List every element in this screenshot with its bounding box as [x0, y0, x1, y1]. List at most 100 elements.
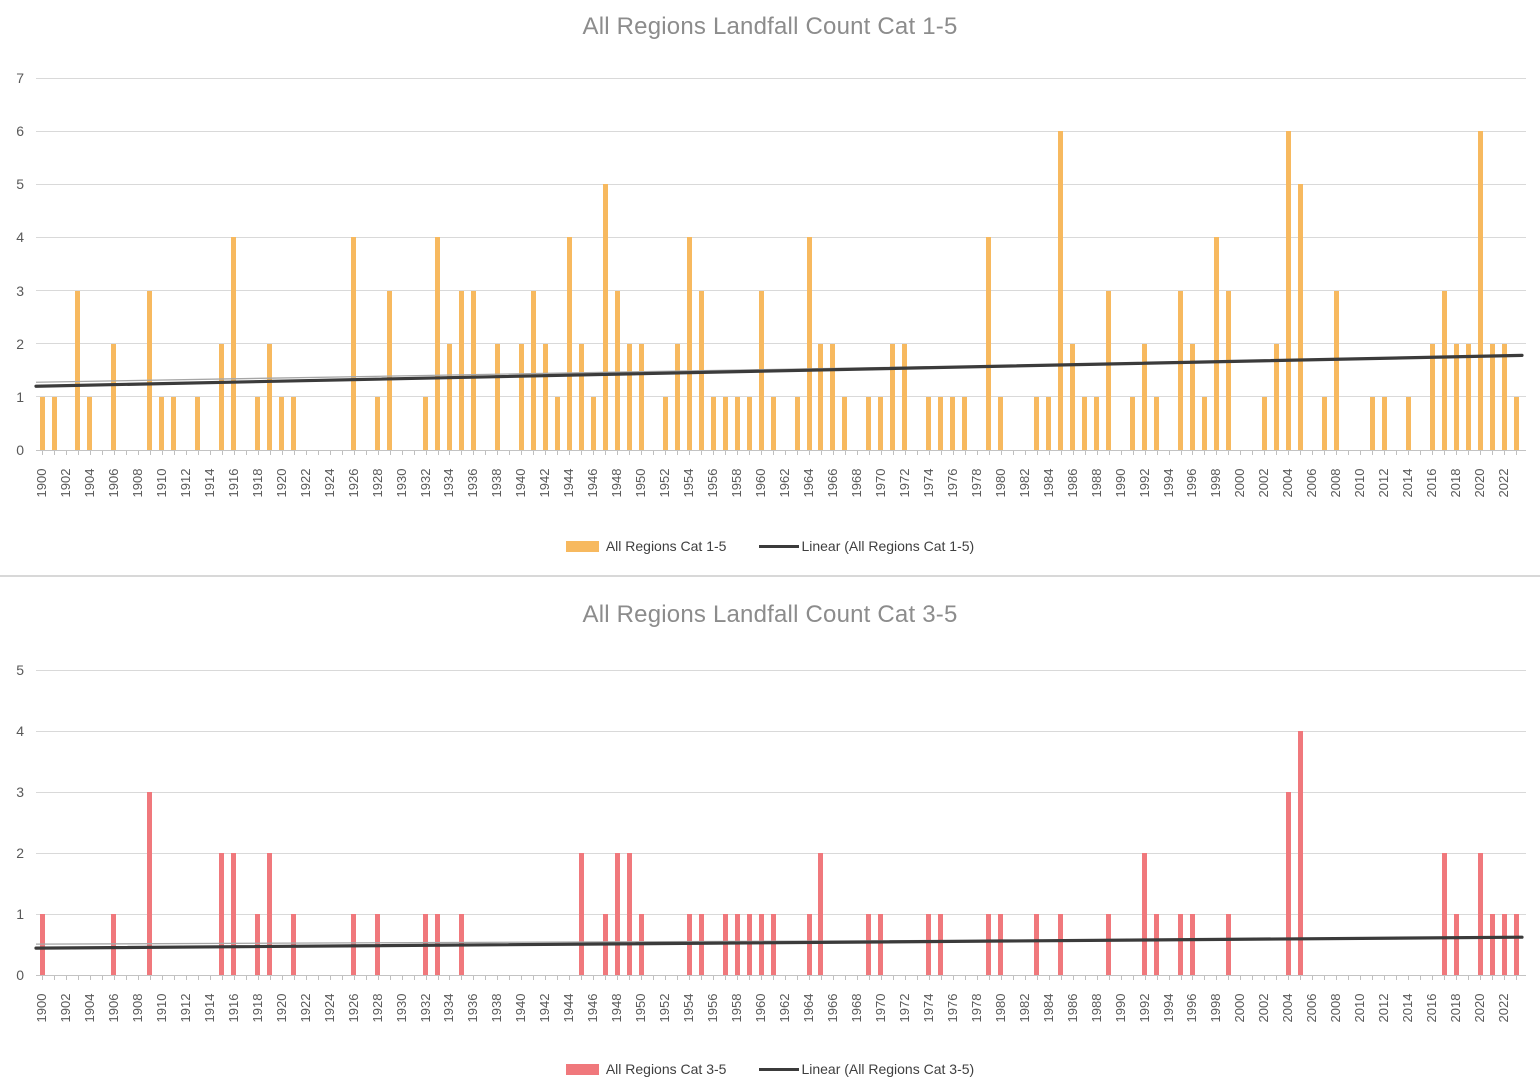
- x-axis-label-1968: 1968: [848, 468, 864, 498]
- bar-1953: [674, 343, 680, 450]
- bar-1992: [1142, 343, 1147, 450]
- axis-tick: [1036, 451, 1038, 455]
- bar-1956: [710, 396, 716, 450]
- bar-1970: [878, 396, 884, 450]
- axis-tick: [868, 451, 870, 455]
- bar-1980: [998, 914, 1004, 975]
- bar-2019: [1465, 343, 1471, 450]
- axis-tick: [1048, 451, 1050, 455]
- bar-2017: [1441, 290, 1447, 450]
- x-axis-label-1928: 1928: [369, 993, 385, 1023]
- legend-series-label: All Regions Cat 1-5: [605, 538, 727, 554]
- bar-2020: [1477, 131, 1483, 450]
- x-axis-label-1940: 1940: [513, 468, 529, 498]
- axis-tick: [1444, 976, 1446, 980]
- axis-tick: [413, 451, 415, 455]
- x-axis-label-1914: 1914: [201, 993, 217, 1023]
- axis-tick: [1180, 976, 1182, 980]
- axis-tick: [1504, 976, 1505, 980]
- axis-tick: [377, 976, 379, 980]
- x-axis-label-2010: 2010: [1352, 993, 1368, 1023]
- x-axis-label-1984: 1984: [1040, 993, 1056, 1023]
- legend-series-label: All Regions Cat 3-5: [605, 1061, 727, 1077]
- axis-tick: [1348, 451, 1350, 455]
- axis-tick: [401, 451, 403, 455]
- axis-tick: [1372, 451, 1374, 455]
- x-axis-label-1926: 1926: [345, 468, 361, 498]
- axis-tick: [952, 976, 954, 980]
- bar-1909: [147, 290, 153, 450]
- axis-tick: [1468, 451, 1470, 455]
- axis-tick: [653, 976, 655, 980]
- bar-2020: [1477, 853, 1483, 975]
- bar-1975: [938, 396, 944, 450]
- axis-tick: [425, 451, 427, 455]
- x-axis-label-2016: 2016: [1424, 468, 1440, 498]
- x-axis-label-1968: 1968: [848, 993, 864, 1023]
- x-axis-label-2010: 2010: [1352, 468, 1368, 498]
- x-axis-label-1924: 1924: [321, 468, 337, 498]
- axis-tick: [1096, 451, 1098, 455]
- axis-tick: [209, 976, 211, 980]
- bar-2002: [1261, 396, 1267, 450]
- axis-tick: [1516, 451, 1517, 455]
- bar-1996: [1189, 914, 1195, 975]
- bar-2004: [1285, 131, 1291, 450]
- axis-tick: [976, 451, 978, 455]
- axis-tick: [353, 451, 355, 455]
- axis-tick: [257, 451, 259, 455]
- chart-title-cat-3-5: All Regions Landfall Count Cat 3-5: [582, 601, 958, 628]
- axis-tick: [293, 976, 295, 980]
- landfall-chart-cat-3-5: All Regions Landfall Count Cat 3-5 0 1 2 3 4…: [0, 577, 1540, 1090]
- axis-tick: [521, 451, 523, 455]
- axis-tick: [1132, 451, 1134, 455]
- axis-tick: [725, 976, 727, 980]
- x-axis-label-1920: 1920: [273, 468, 289, 498]
- axis-tick: [1048, 976, 1050, 980]
- x-axis-label-1962: 1962: [777, 993, 792, 1023]
- axis-tick: [1324, 451, 1326, 455]
- bar-2018: [1453, 343, 1459, 450]
- axis-tick: [1240, 976, 1242, 980]
- axis-tick: [964, 451, 966, 455]
- axis-tick: [809, 976, 810, 980]
- bar-1995: [1178, 290, 1183, 450]
- axis-tick: [1132, 976, 1134, 980]
- x-axis-label-1950: 1950: [633, 468, 649, 498]
- axis-tick: [1468, 976, 1470, 980]
- bar-1911: [171, 396, 177, 450]
- axis-tick: [1360, 451, 1362, 455]
- bar-2005: [1297, 184, 1303, 450]
- bar-1995: [1178, 914, 1183, 975]
- bar-1949: [626, 853, 632, 975]
- axis-tick: [1312, 976, 1314, 980]
- x-axis-label-1978: 1978: [968, 468, 984, 498]
- axis-tick: [317, 451, 319, 455]
- y-axis-label: 1: [16, 388, 24, 405]
- bar-1988: [1094, 396, 1100, 450]
- axis-tick: [329, 451, 331, 455]
- bar-1958: [734, 396, 740, 450]
- axis-tick: [880, 451, 882, 455]
- axis-tick: [1156, 976, 1158, 980]
- axis-tick: [1480, 451, 1482, 455]
- x-axis-label-1960: 1960: [753, 993, 768, 1023]
- x-axis-label-1990: 1990: [1112, 993, 1128, 1023]
- bar-1970: [878, 914, 884, 975]
- axis-tick: [341, 451, 343, 455]
- axis-tick: [1072, 976, 1074, 980]
- x-axis-label-2022: 2022: [1496, 468, 1511, 498]
- x-axis-label-1998: 1998: [1208, 468, 1224, 498]
- bar-1916: [231, 237, 237, 450]
- x-axis-label-1910: 1910: [153, 993, 169, 1023]
- x-axis-label-1966: 1966: [824, 993, 840, 1023]
- x-axis-label-2006: 2006: [1304, 993, 1320, 1023]
- x-axis-label-1938: 1938: [489, 468, 505, 498]
- x-axis-label-1952: 1952: [657, 993, 673, 1023]
- bar-1963: [794, 396, 800, 450]
- bar-1929: [387, 290, 392, 450]
- axis-tick: [581, 976, 583, 980]
- axis-tick: [785, 451, 786, 455]
- x-axis-label-1932: 1932: [417, 468, 433, 498]
- axis-tick: [1024, 976, 1026, 980]
